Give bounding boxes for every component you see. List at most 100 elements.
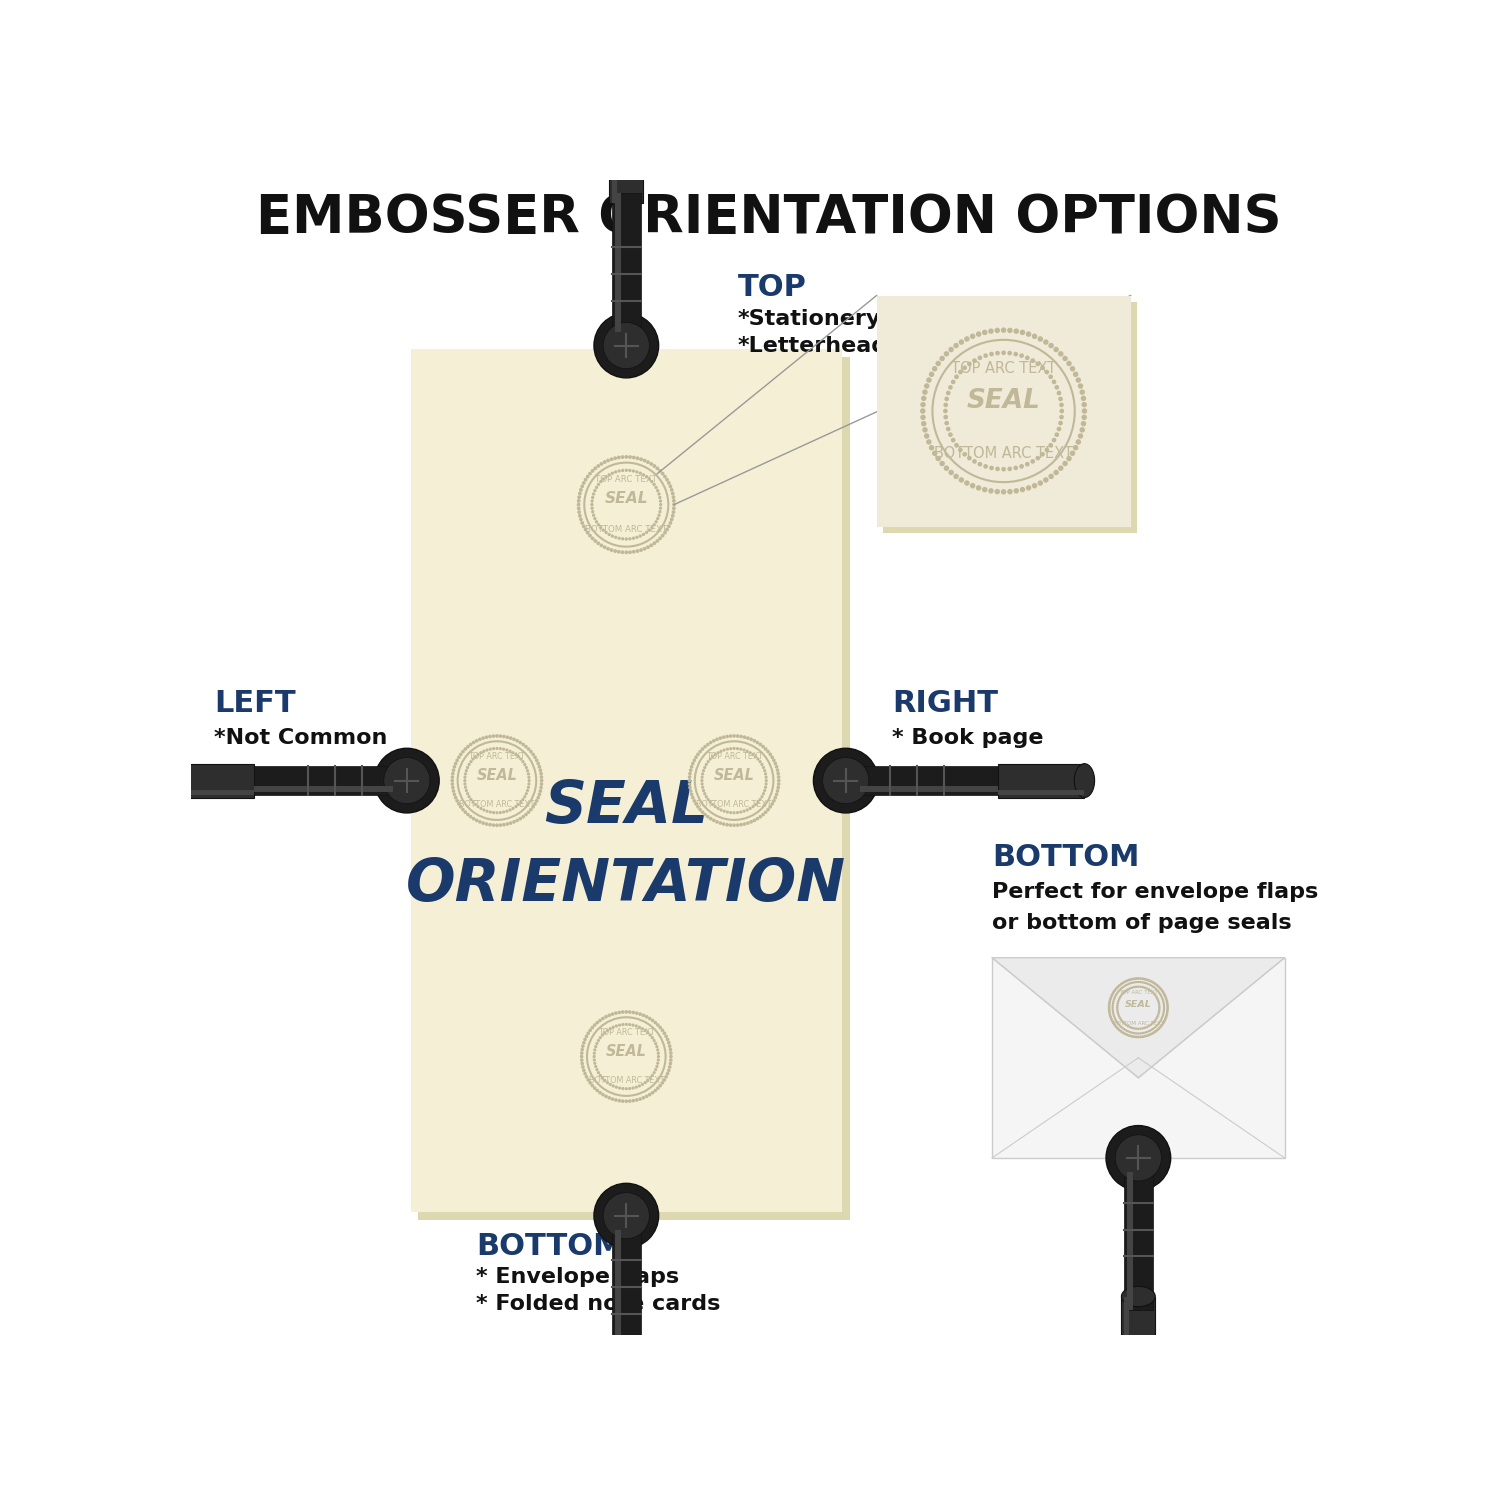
Circle shape xyxy=(736,812,738,813)
Circle shape xyxy=(584,1038,586,1041)
Circle shape xyxy=(978,462,981,466)
Circle shape xyxy=(468,764,470,765)
Circle shape xyxy=(704,766,705,768)
Circle shape xyxy=(706,816,710,818)
Circle shape xyxy=(582,1046,584,1047)
Circle shape xyxy=(660,507,662,509)
Circle shape xyxy=(530,808,532,810)
Circle shape xyxy=(636,1013,638,1014)
Circle shape xyxy=(639,472,640,474)
Circle shape xyxy=(600,526,602,528)
Circle shape xyxy=(750,807,752,810)
Circle shape xyxy=(465,789,468,792)
Circle shape xyxy=(950,348,952,351)
Circle shape xyxy=(921,416,926,420)
Text: SEAL: SEAL xyxy=(606,1044,646,1059)
Bar xyxy=(255,766,393,795)
Circle shape xyxy=(472,801,474,802)
Circle shape xyxy=(586,1032,590,1035)
Circle shape xyxy=(496,747,498,750)
Circle shape xyxy=(489,812,490,813)
Circle shape xyxy=(968,363,970,366)
Circle shape xyxy=(540,786,542,789)
Circle shape xyxy=(760,764,764,765)
Circle shape xyxy=(598,1092,602,1094)
Circle shape xyxy=(628,456,632,458)
Circle shape xyxy=(525,813,526,816)
Circle shape xyxy=(705,796,706,798)
Circle shape xyxy=(922,390,927,394)
Circle shape xyxy=(652,542,656,544)
Circle shape xyxy=(762,794,765,795)
Circle shape xyxy=(628,538,632,540)
Circle shape xyxy=(1054,471,1058,474)
Circle shape xyxy=(626,1088,627,1089)
Ellipse shape xyxy=(158,764,178,798)
Circle shape xyxy=(921,410,926,413)
Circle shape xyxy=(1083,410,1086,413)
Circle shape xyxy=(1002,351,1005,354)
Circle shape xyxy=(375,748,440,813)
Circle shape xyxy=(774,796,777,800)
Circle shape xyxy=(492,747,495,750)
Circle shape xyxy=(657,1024,658,1026)
Circle shape xyxy=(1038,338,1042,340)
Bar xyxy=(168,790,255,795)
Circle shape xyxy=(1066,456,1071,460)
Circle shape xyxy=(639,536,640,537)
Ellipse shape xyxy=(1074,764,1095,798)
Circle shape xyxy=(776,794,777,795)
Bar xyxy=(609,1354,644,1455)
Circle shape xyxy=(752,806,754,807)
Circle shape xyxy=(459,806,462,808)
Circle shape xyxy=(590,1029,591,1032)
Circle shape xyxy=(690,794,693,795)
Text: BOTTOM ARC TEXT: BOTTOM ARC TEXT xyxy=(696,800,772,808)
Circle shape xyxy=(464,777,466,778)
Circle shape xyxy=(688,786,692,789)
Circle shape xyxy=(657,1062,658,1064)
Bar xyxy=(1126,1172,1132,1311)
Circle shape xyxy=(960,478,963,482)
Circle shape xyxy=(591,496,594,498)
Circle shape xyxy=(591,512,594,513)
Circle shape xyxy=(734,747,735,750)
Bar xyxy=(1122,1296,1155,1396)
Circle shape xyxy=(726,735,728,738)
Text: BOTTOM: BOTTOM xyxy=(476,1232,624,1262)
Circle shape xyxy=(984,354,987,357)
Ellipse shape xyxy=(609,1344,644,1365)
Circle shape xyxy=(597,1040,600,1041)
Circle shape xyxy=(540,776,543,778)
Circle shape xyxy=(609,1028,610,1029)
Circle shape xyxy=(594,1184,658,1248)
Circle shape xyxy=(996,468,999,471)
Circle shape xyxy=(704,794,705,795)
Circle shape xyxy=(496,824,498,827)
Circle shape xyxy=(453,790,454,792)
Text: TOP ARC TEXT: TOP ARC TEXT xyxy=(1119,990,1158,994)
Circle shape xyxy=(614,550,616,552)
Circle shape xyxy=(582,482,585,484)
Circle shape xyxy=(452,786,454,789)
Circle shape xyxy=(522,744,525,746)
Circle shape xyxy=(528,786,530,788)
Circle shape xyxy=(752,753,754,756)
Circle shape xyxy=(1048,444,1053,447)
Circle shape xyxy=(1030,460,1035,464)
Circle shape xyxy=(600,480,602,483)
Circle shape xyxy=(660,504,662,506)
Circle shape xyxy=(1008,468,1011,471)
Circle shape xyxy=(518,804,519,806)
Circle shape xyxy=(933,366,936,370)
Bar xyxy=(859,786,998,792)
Circle shape xyxy=(459,753,462,756)
Circle shape xyxy=(596,1070,598,1071)
Circle shape xyxy=(596,1065,597,1068)
Circle shape xyxy=(662,1029,663,1032)
Circle shape xyxy=(1058,427,1060,430)
Circle shape xyxy=(736,735,738,736)
Text: * Folded note cards: * Folded note cards xyxy=(476,1294,720,1314)
Circle shape xyxy=(621,1100,624,1102)
Circle shape xyxy=(1041,453,1044,456)
